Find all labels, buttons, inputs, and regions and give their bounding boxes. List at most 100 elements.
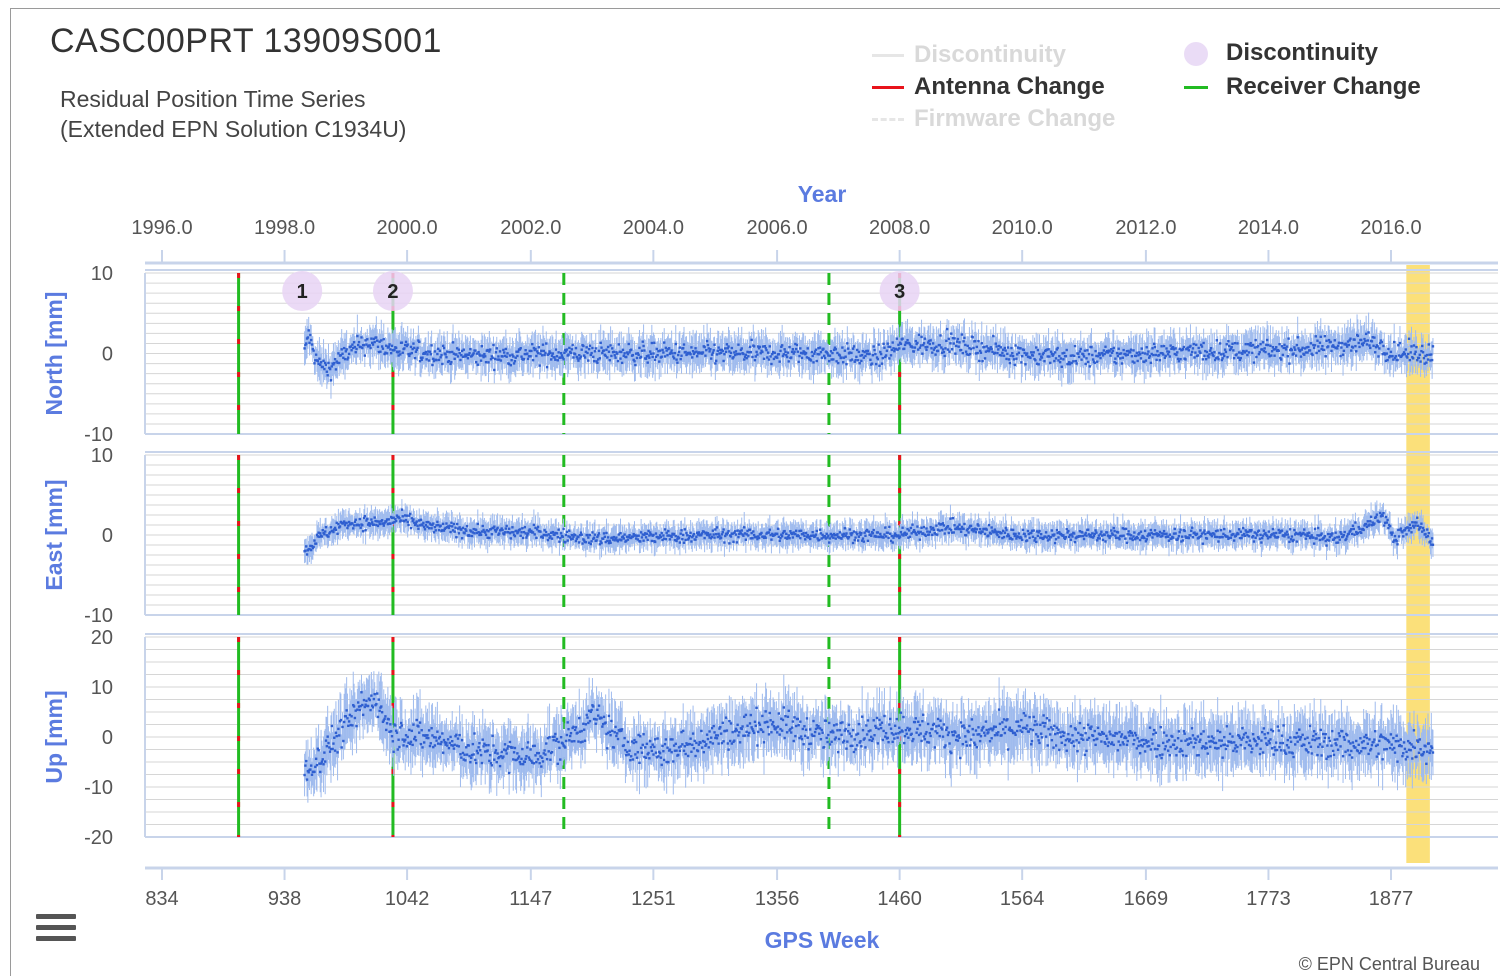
- data-point: [436, 520, 439, 524]
- data-point: [886, 531, 889, 534]
- data-point: [412, 342, 415, 345]
- data-point: [721, 349, 724, 353]
- data-point: [744, 353, 748, 357]
- data-point: [450, 521, 453, 524]
- data-point: [803, 350, 806, 354]
- data-point: [907, 536, 910, 539]
- legend-item-receiver-change[interactable]: Receiver Change: [1184, 72, 1421, 102]
- data-point: [354, 351, 357, 354]
- data-point: [788, 345, 791, 349]
- data-point: [560, 354, 564, 357]
- legend-item-antenna-change[interactable]: Antenna Change: [872, 72, 1105, 102]
- data-point: [771, 532, 774, 536]
- data-point: [1248, 344, 1252, 347]
- data-point: [501, 355, 504, 358]
- data-point: [1121, 356, 1125, 359]
- data-point: [1250, 344, 1253, 347]
- data-point: [1381, 352, 1384, 356]
- data-point: [613, 354, 616, 357]
- data-point: [1374, 346, 1378, 349]
- data-point: [381, 347, 385, 350]
- data-point: [548, 350, 551, 353]
- data-point: [524, 349, 527, 352]
- data-point: [611, 347, 614, 350]
- data-point: [599, 540, 602, 543]
- data-point: [454, 526, 457, 529]
- legend-item-firmware-change[interactable]: Firmware Change: [872, 104, 1115, 134]
- data-point: [1208, 353, 1211, 356]
- data-point: [460, 349, 464, 353]
- data-point: [650, 539, 654, 543]
- data-point: [885, 349, 889, 352]
- data-point: [449, 530, 452, 534]
- legend-line-icon: [872, 86, 904, 90]
- legend-item-discontinuity-line[interactable]: Discontinuity: [872, 40, 1066, 70]
- data-point: [625, 539, 628, 542]
- data-point: [427, 359, 431, 362]
- data-point: [761, 345, 765, 348]
- year-axis-title: Year: [798, 181, 847, 207]
- data-point: [758, 345, 762, 349]
- data-point: [1002, 354, 1006, 357]
- data-point: [759, 352, 762, 355]
- year-tick-label: 2014.0: [1238, 217, 1299, 239]
- data-point: [687, 536, 691, 540]
- data-point: [787, 360, 790, 363]
- data-point: [964, 343, 967, 347]
- data-point: [818, 353, 821, 356]
- data-point: [704, 354, 707, 357]
- data-point: [421, 524, 424, 527]
- data-point: [1398, 341, 1402, 345]
- data-point: [494, 530, 498, 533]
- data-point: [349, 345, 352, 348]
- data-point: [371, 521, 374, 524]
- data-point: [785, 537, 789, 540]
- data-point: [1271, 346, 1275, 349]
- data-point: [590, 351, 593, 355]
- data-point: [942, 350, 946, 354]
- data-point: [442, 529, 446, 532]
- data-point: [1009, 354, 1012, 357]
- data-point: [1143, 360, 1146, 364]
- data-point: [342, 521, 345, 525]
- data-point: [673, 351, 677, 355]
- legend-item-discontinuity-circle[interactable]: Discontinuity: [1184, 38, 1378, 68]
- data-point: [860, 353, 864, 357]
- data-point: [598, 543, 602, 546]
- data-point: [361, 524, 364, 527]
- data-point: [580, 533, 583, 536]
- data-point: [1222, 352, 1225, 356]
- data-point: [425, 358, 428, 361]
- data-point: [460, 537, 464, 540]
- data-point: [321, 528, 324, 532]
- data-point: [879, 532, 882, 536]
- data-point: [1200, 345, 1204, 348]
- data-point: [710, 535, 714, 539]
- data-point: [823, 356, 827, 360]
- data-point: [826, 352, 829, 355]
- data-point: [458, 526, 461, 529]
- data-point: [1164, 354, 1167, 358]
- data-point: [1306, 351, 1309, 354]
- data-point: [464, 528, 467, 531]
- data-point: [1336, 347, 1339, 350]
- data-point: [806, 533, 809, 537]
- data-point: [905, 341, 908, 345]
- data-point: [1158, 358, 1162, 362]
- data-point: [1311, 353, 1314, 357]
- data-point: [714, 362, 717, 365]
- data-point: [817, 347, 820, 350]
- gps-week-tick-label: 834: [145, 888, 178, 910]
- data-point: [322, 359, 325, 362]
- data-point: [772, 357, 776, 361]
- data-point: [368, 524, 371, 527]
- data-point: [731, 532, 734, 535]
- data-point: [776, 532, 779, 535]
- data-point: [630, 536, 633, 540]
- data-point: [518, 528, 522, 531]
- data-point: [1280, 345, 1284, 348]
- data-point: [853, 360, 856, 363]
- data-point: [919, 530, 922, 534]
- data-point: [1393, 356, 1397, 360]
